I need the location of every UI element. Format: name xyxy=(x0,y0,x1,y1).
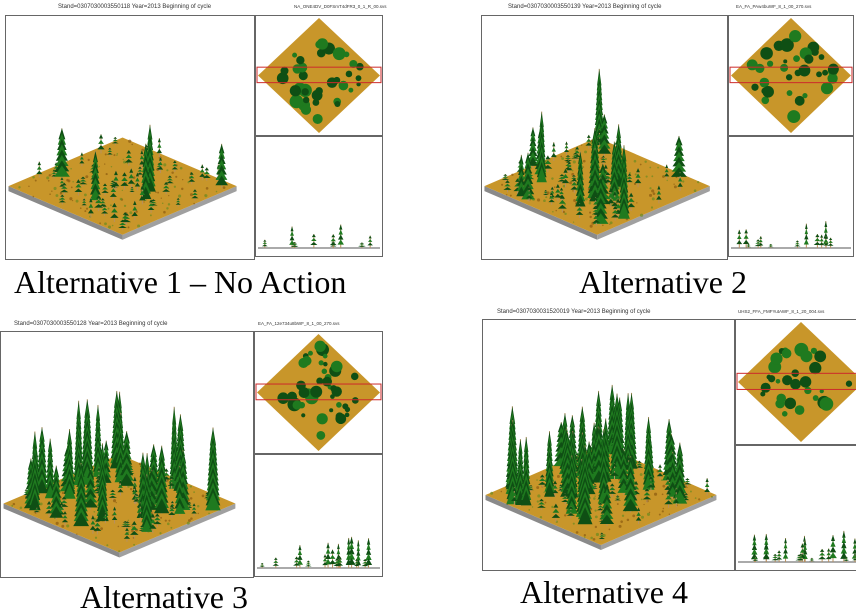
stand-label: Stand=0307030003550139 Year=2013 Beginni… xyxy=(508,4,662,10)
stand-label: Stand=0307030003550118 Year=2013 Beginni… xyxy=(58,4,212,10)
stand-plan-graphic xyxy=(729,18,853,133)
caption: Alternative 4 xyxy=(520,574,688,610)
plan-view xyxy=(735,319,856,445)
file-label: EA_FA_12e734u8bWF_8_1_00_270.svs xyxy=(258,321,340,326)
file-label: EA_FA_PAw4buWF_8_1_00_270.svs xyxy=(736,4,812,9)
plan-view xyxy=(255,15,383,136)
profile-view xyxy=(254,454,383,577)
stand-profile-graphic xyxy=(257,536,380,569)
perspective-view xyxy=(5,15,255,260)
caption: Alternative 1 – No Action xyxy=(14,264,347,300)
caption: Alternative 3 xyxy=(80,579,248,615)
profile-view xyxy=(735,445,856,571)
stand-profile-graphic xyxy=(738,530,856,563)
stand-label: Stand=0307030031520019 Year=2013 Beginni… xyxy=(497,309,651,315)
profile-view xyxy=(255,136,383,257)
plan-view xyxy=(254,331,383,454)
perspective-view xyxy=(0,331,254,578)
perspective-view xyxy=(481,15,728,260)
profile-view xyxy=(728,136,854,257)
plan-view xyxy=(728,15,854,136)
stand-label: Stand=0307030003550128 Year=2013 Beginni… xyxy=(14,321,168,327)
stand-plan-graphic xyxy=(255,334,382,451)
stand-plan-graphic xyxy=(736,322,856,442)
file-label: NA_ONE4DV_D0FSmT4dFR3_0_1_R_00.svs xyxy=(294,4,387,9)
perspective-view xyxy=(482,319,735,571)
stand-profile-graphic xyxy=(258,224,380,249)
stand-perspective-graphic xyxy=(485,384,717,550)
stand-plan-graphic xyxy=(256,18,382,133)
stand-perspective-graphic xyxy=(8,124,237,240)
caption: Alternative 2 xyxy=(579,264,747,300)
file-label: UHS2_FFA_FMFYutAWF_8_1_20_004.svs xyxy=(738,309,825,314)
stand-perspective-graphic xyxy=(3,390,236,558)
stand-perspective-graphic xyxy=(484,68,710,240)
stand-profile-graphic xyxy=(731,221,851,249)
